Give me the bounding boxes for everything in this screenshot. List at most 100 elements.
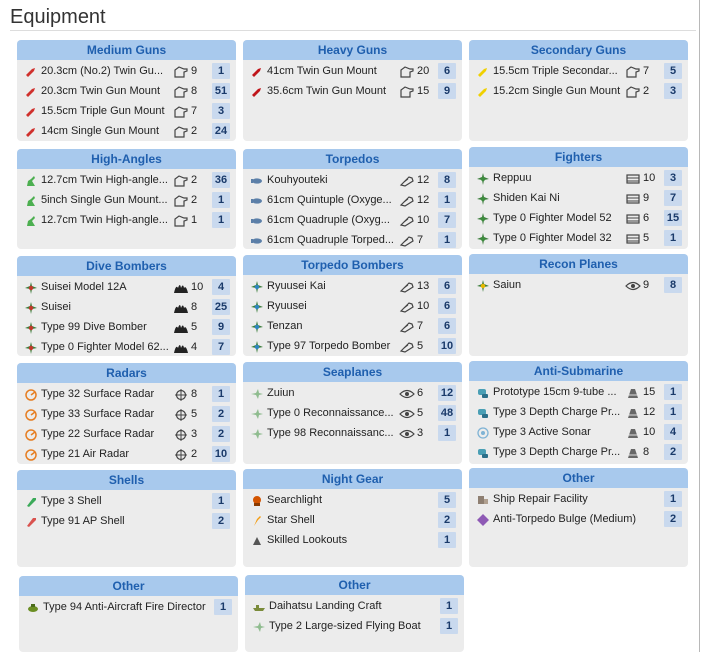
equipment-row[interactable]: Type 0 Fighter Model 62... 4 7: [17, 337, 236, 357]
panel-seaplanes: Seaplanes Zuiun 6 12 Type 0 Reconnaissance..…: [243, 362, 462, 464]
equipment-row[interactable]: Type 3 Depth Charge Pr... 12 1: [469, 402, 688, 422]
equipment-row[interactable]: Type 22 Surface Radar 3 2: [17, 424, 236, 444]
equipment-row[interactable]: Kouhyouteki 12 8: [243, 170, 462, 190]
equipment-row[interactable]: Type 91 AP Shell 2: [17, 511, 236, 531]
equipment-row[interactable]: Type 0 Fighter Model 32 5 1: [469, 228, 688, 248]
equipment-count: 51: [212, 83, 230, 99]
equipment-stat: 13: [417, 280, 430, 292]
equipment-count: 10: [212, 446, 230, 462]
equipment-row[interactable]: Type 32 Surface Radar 8 1: [17, 384, 236, 404]
equipment-row[interactable]: Ryuusei 10 6: [243, 296, 462, 316]
equipment-row[interactable]: 15.5cm Triple Gun Mount 7 3: [17, 101, 236, 121]
equipment-name: 12.7cm Twin High-angle...: [41, 174, 168, 186]
bomber-icon: [25, 301, 37, 314]
equipment-row[interactable]: Type 0 Reconnaissance... 5 48: [243, 403, 462, 423]
equipment-row[interactable]: Skilled Lookouts 1: [243, 530, 462, 550]
equipment-row[interactable]: 15.5cm Triple Secondar... 7 5: [469, 61, 688, 81]
equipment-row[interactable]: Star Shell 2: [243, 510, 462, 530]
equipment-stat: 20: [417, 65, 430, 77]
equipment-row[interactable]: Ryuusei Kai 13 6: [243, 276, 462, 296]
equipment-row[interactable]: 35.6cm Twin Gun Mount 15 9: [243, 81, 462, 101]
sonar-icon: [477, 426, 489, 439]
equipment-row[interactable]: Type 0 Fighter Model 52 6 15: [469, 208, 688, 228]
equipment-row[interactable]: Type 21 Air Radar 2 10: [17, 444, 236, 464]
equipment-name: Prototype 15cm 9-tube ...: [493, 386, 617, 398]
equipment-row[interactable]: Type 98 Reconnaissanc... 3 1: [243, 423, 462, 443]
equipment-count: 36: [212, 172, 230, 188]
equipment-row[interactable]: Suisei 8 25: [17, 297, 236, 317]
equipment-name: 41cm Twin Gun Mount: [267, 65, 377, 77]
equipment-row[interactable]: 15.2cm Single Gun Mount 2 3: [469, 81, 688, 101]
seaplane-icon: [251, 427, 263, 439]
aa-stat-icon: [625, 232, 641, 244]
equipment-name: Type 99 Dive Bomber: [41, 321, 147, 333]
equipment-row[interactable]: Ship Repair Facility 1: [469, 489, 688, 509]
equipment-row[interactable]: Reppuu 10 3: [469, 168, 688, 188]
equipment-row[interactable]: Anti-Torpedo Bulge (Medium) 2: [469, 509, 688, 529]
equipment-row[interactable]: 12.7cm Twin High-angle... 2 36: [17, 170, 236, 190]
equipment-row[interactable]: Zuiun 6 12: [243, 383, 462, 403]
fighter-icon: [477, 212, 489, 225]
equipment-row[interactable]: Suisei Model 12A 10 4: [17, 277, 236, 297]
landing-craft-icon: [253, 600, 265, 612]
equipment-row[interactable]: Type 99 Dive Bomber 5 9: [17, 317, 236, 337]
seaplane-icon: [251, 387, 263, 399]
equipment-row[interactable]: 20.3cm (No.2) Twin Gu... 9 1: [17, 61, 236, 81]
equipment-row[interactable]: 61cm Quadruple (Oxyg... 10 7: [243, 210, 462, 230]
equipment-name: Type 3 Active Sonar: [493, 426, 591, 438]
equipment-row[interactable]: Type 3 Depth Charge Pr... 8 2: [469, 442, 688, 462]
equipment-stat: 8: [191, 301, 198, 313]
eye-icon: [625, 279, 641, 291]
shell-icon: [25, 515, 37, 527]
equipment-row[interactable]: Type 97 Torpedo Bomber 5 10: [243, 336, 462, 356]
equipment-name: Daihatsu Landing Craft: [269, 600, 382, 612]
equipment-count: 1: [440, 598, 458, 614]
equipment-row[interactable]: Shiden Kai Ni 9 7: [469, 188, 688, 208]
sonar-stat-icon: [625, 426, 641, 438]
equipment-row[interactable]: 61cm Quintuple (Oxyge... 12 1: [243, 190, 462, 210]
panel-header: Medium Guns: [17, 40, 236, 60]
equipment-row[interactable]: 14cm Single Gun Mount 2 24: [17, 121, 236, 141]
equipment-row[interactable]: Saiun 9 8: [469, 275, 688, 295]
fit-icon: [173, 65, 189, 78]
lookout-icon: [251, 534, 263, 546]
panel-recon-planes: Recon Planes Saiun 9 8: [469, 254, 688, 356]
equipment-row[interactable]: Type 33 Surface Radar 5 2: [17, 404, 236, 424]
equipment-row[interactable]: Daihatsu Landing Craft 1: [245, 596, 464, 616]
equipment-row[interactable]: 20.3cm Twin Gun Mount 8 51: [17, 81, 236, 101]
crosshair-icon: [173, 408, 189, 421]
equipment-name: 15.5cm Triple Secondar...: [493, 65, 618, 77]
fit-icon: [399, 85, 415, 98]
equipment-row[interactable]: Searchlight 5: [243, 490, 462, 510]
torpedo-icon: [251, 214, 263, 226]
equipment-row[interactable]: 5inch Single Gun Mount... 2 1: [17, 190, 236, 210]
equipment-row[interactable]: Type 94 Anti-Aircraft Fire Director 1: [19, 597, 238, 617]
equipment-row[interactable]: Prototype 15cm 9-tube ... 15 1: [469, 382, 688, 402]
panel-header: Recon Planes: [469, 254, 688, 274]
equipment-row[interactable]: Type 2 Large-sized Flying Boat 1: [245, 616, 464, 636]
aa-gun-icon: [25, 214, 37, 226]
asw-icon: [477, 446, 489, 458]
equipment-row[interactable]: Type 3 Active Sonar 10 4: [469, 422, 688, 442]
equipment-count: 2: [438, 512, 456, 528]
equipment-name: Suisei Model 12A: [41, 281, 127, 293]
bomb-stat-icon: [173, 281, 189, 293]
equipment-count: 1: [212, 386, 230, 402]
equipment-row[interactable]: 61cm Quadruple Torped... 7 1: [243, 230, 462, 250]
equipment-row[interactable]: 41cm Twin Gun Mount 20 6: [243, 61, 462, 81]
equipment-count: 9: [212, 319, 230, 335]
bomb-stat-icon: [173, 321, 189, 333]
equipment-row[interactable]: Type 3 Shell 1: [17, 491, 236, 511]
equipment-count: 1: [664, 491, 682, 507]
equipment-name: 15.2cm Single Gun Mount: [493, 85, 621, 97]
equipment-row[interactable]: 12.7cm Twin High-angle... 1 1: [17, 210, 236, 230]
equipment-count: 1: [438, 425, 456, 441]
equipment-count: 1: [212, 493, 230, 509]
asw-icon: [477, 406, 489, 418]
equipment-count: 25: [212, 299, 230, 315]
equipment-count: 15: [664, 210, 682, 226]
equipment-row[interactable]: Tenzan 7 6: [243, 316, 462, 336]
equipment-name: Type 3 Shell: [41, 495, 102, 507]
aa-gun-icon: [25, 194, 37, 206]
equipment-stat: 9: [643, 192, 650, 204]
